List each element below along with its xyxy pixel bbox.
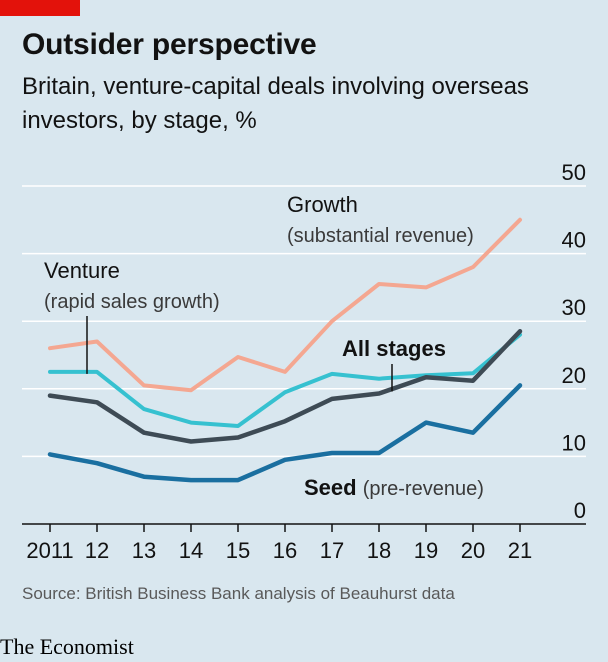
x-tick-label-2012: 12 <box>85 538 109 563</box>
chart-title: Outsider perspective <box>22 28 317 61</box>
series-line-growth <box>48 217 522 393</box>
x-tick-label-2015: 15 <box>226 538 250 563</box>
x-tick-label-2017: 17 <box>320 538 344 563</box>
economist-logo-text: The Economist <box>0 634 134 659</box>
line-chart: 0 10 20 30 40 50 2011 12 13 14 15 16 17 18 19 20 21 Growt… <box>22 160 586 563</box>
x-tick-label-2011: 2011 <box>26 538 73 563</box>
x-tick-label-2020: 20 <box>461 538 485 563</box>
series-label-growth: Growth <box>287 192 358 217</box>
series-label-venture: Venture <box>44 258 120 283</box>
y-tick-label-50: 50 <box>562 160 586 185</box>
series-label-venture-detail: (rapid sales growth) <box>44 291 220 313</box>
x-tick-label-2018: 18 <box>367 538 391 563</box>
brand-red-tag <box>0 0 80 16</box>
x-tick-label-2013: 13 <box>132 538 156 563</box>
chart-subtitle: Britain, venture-capital deals involving… <box>22 73 529 134</box>
series-label-seed: Seed (pre-revenue) <box>304 475 484 500</box>
y-tick-label-40: 40 <box>562 228 586 253</box>
series-line-all-stages <box>47 329 523 444</box>
x-tick-label-2019: 19 <box>414 538 438 563</box>
y-tick-label-20: 20 <box>562 363 586 388</box>
series-line-venture <box>48 332 522 428</box>
y-tick-label-10: 10 <box>562 430 586 455</box>
series-line-seed <box>47 383 523 483</box>
series-label-all-stages: All stages <box>342 336 446 361</box>
x-tick-label-2014: 14 <box>179 538 203 563</box>
series-label-growth-detail: (substantial revenue) <box>287 225 474 247</box>
x-tick-label-2021: 21 <box>508 538 532 563</box>
y-tick-label-30: 30 <box>562 295 586 320</box>
y-tick-label-0: 0 <box>574 498 586 523</box>
x-tick-label-2016: 16 <box>273 538 297 563</box>
source-note: Source: British Business Bank analysis o… <box>22 584 455 603</box>
